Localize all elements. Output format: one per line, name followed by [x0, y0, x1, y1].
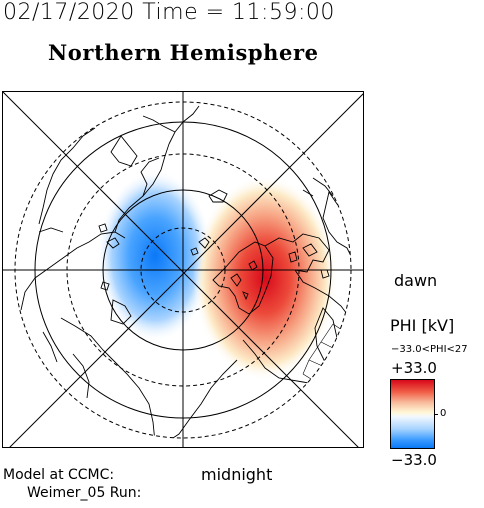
colorbar: [390, 379, 435, 449]
colorbar-max-label: +33.0: [391, 359, 437, 377]
date-time-header: 02/17/2020 Time = 11:59:00: [3, 0, 335, 25]
colorbar-range-text: −33.0<PHI<27: [391, 344, 468, 355]
colorbar-zero-label: 0: [440, 408, 447, 419]
run-caption: Weimer_05 Run:: [27, 485, 142, 501]
colorbar-zero-tick: [434, 414, 438, 415]
colorbar-quantity-label: PHI [kV]: [390, 316, 455, 335]
colorbar-min-label: −33.0: [391, 451, 437, 469]
dawn-label: dawn: [394, 271, 438, 290]
midnight-label: midnight: [201, 465, 273, 484]
negative-potential-cell: [97, 170, 213, 342]
positive-potential-cell: [193, 176, 337, 380]
model-caption: Model at CCMC:: [3, 467, 115, 483]
meridian-lines: [3, 92, 363, 447]
polar-map: [2, 91, 364, 448]
hemisphere-title: Northern Hemisphere: [48, 40, 319, 65]
polar-map-plot: [3, 92, 363, 447]
